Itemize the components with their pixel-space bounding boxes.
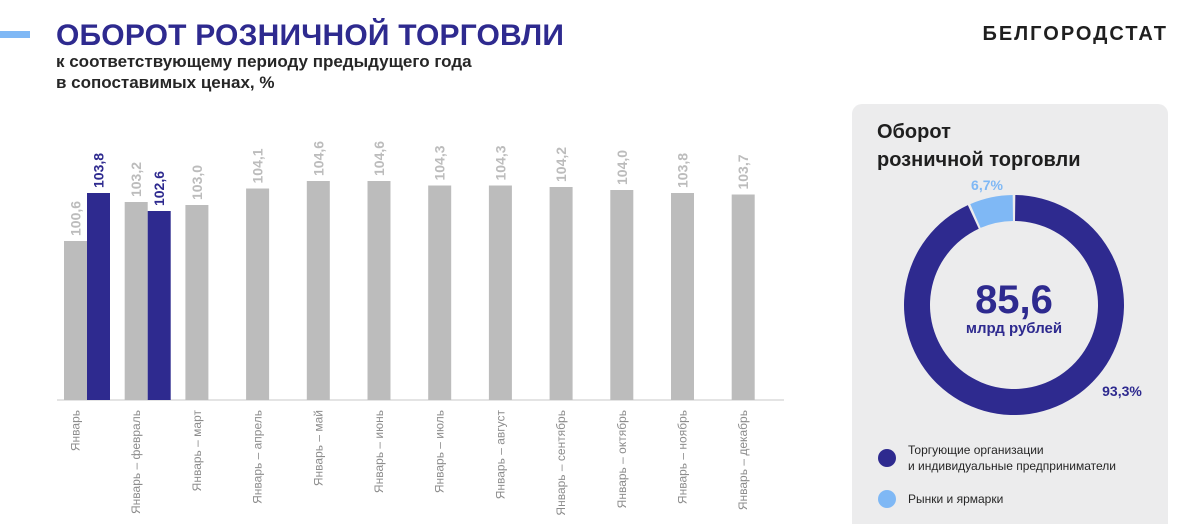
donut-title-line-1: Оборот xyxy=(877,121,951,143)
bar xyxy=(367,181,391,400)
bar-value-label: 104,6 xyxy=(371,141,387,176)
bar-value-label: 104,3 xyxy=(432,145,448,180)
category-tick-label: Январь – май xyxy=(311,410,325,486)
bar xyxy=(671,193,694,400)
bar-value-label: 102,6 xyxy=(151,171,167,206)
bar xyxy=(428,185,452,400)
bar-value-label: 104,6 xyxy=(310,141,326,176)
legend-item-traders: Торгующие организации и индивидуальные п… xyxy=(878,442,1158,474)
category-tick-label: Январь – июнь xyxy=(372,410,386,493)
bar-value-label: 103,8 xyxy=(675,153,691,188)
bar xyxy=(147,211,171,400)
category-tick-label: Январь – февраль xyxy=(129,410,143,514)
bar-value-label: 100,6 xyxy=(68,201,84,236)
bar xyxy=(488,185,512,400)
donut-center-value: 85,6 xyxy=(975,278,1053,322)
donut-center-unit: млрд рублей xyxy=(966,320,1062,337)
bar-value-label: 103,7 xyxy=(735,154,751,189)
category-tick-label: Январь – апрель xyxy=(251,410,265,504)
slice-value-label: 93,3% xyxy=(1102,383,1142,399)
bar-value-label: 104,2 xyxy=(553,147,569,182)
bar-value-label: 103,8 xyxy=(91,153,107,188)
donut-title: Оборот розничной торговли xyxy=(877,118,1081,174)
subtitle-line-1: к соответствующему периоду предыдущего г… xyxy=(56,52,472,71)
category-tick-label: Январь – сентябрь xyxy=(554,410,568,516)
bar-value-label: 104,1 xyxy=(250,148,266,183)
donut-legend: Торгующие организации и индивидуальные п… xyxy=(878,442,1158,524)
accent-bar xyxy=(0,31,30,38)
category-tick-label: Январь xyxy=(69,410,83,451)
donut-slice xyxy=(970,195,1013,228)
category-tick-label: Январь – ноябрь xyxy=(676,410,690,504)
bar xyxy=(246,188,270,400)
bar-value-label: 104,3 xyxy=(492,145,508,180)
bar xyxy=(549,187,573,400)
category-tick-label: Январь – октябрь xyxy=(615,410,629,508)
bar xyxy=(185,205,209,400)
category-tick-label: Январь – август xyxy=(493,410,507,500)
legend-item-markets: Рынки и ярмарки xyxy=(878,490,1158,508)
bar xyxy=(610,190,634,400)
bar xyxy=(306,181,330,400)
donut-title-line-2: розничной торговли xyxy=(877,149,1081,171)
page-title: ОБОРОТ РОЗНИЧНОЙ ТОРГОВЛИ xyxy=(56,19,565,52)
bar-chart: 100,6 103,8 Январь 103,2 102,6 Январь – февра… xyxy=(57,141,784,516)
bar-value-label: 103,0 xyxy=(189,165,205,200)
legend-swatch-traders xyxy=(878,449,896,467)
bar xyxy=(64,241,87,400)
legend-swatch-markets xyxy=(878,490,896,508)
bar xyxy=(87,193,110,400)
category-tick-label: Январь – июль xyxy=(433,410,447,493)
category-tick-label: Январь – декабрь xyxy=(736,410,750,510)
bar-value-label: 104,0 xyxy=(614,150,630,185)
bar-value-label: 103,2 xyxy=(128,162,144,197)
legend-label-traders: Торгующие организации и индивидуальные п… xyxy=(908,443,1116,473)
legend-label-markets: Рынки и ярмарки xyxy=(908,492,1004,506)
category-tick-label: Январь – март xyxy=(190,410,204,492)
brand-logo-text: БЕЛГОРОДСТАТ xyxy=(982,23,1168,45)
page-subtitle: к соответствующему периоду предыдущего г… xyxy=(56,51,472,93)
bar xyxy=(124,202,148,400)
bar xyxy=(731,194,755,400)
subtitle-line-2: в сопоставимых ценах, % xyxy=(56,73,275,92)
slice-value-label: 6,7% xyxy=(971,177,1003,193)
